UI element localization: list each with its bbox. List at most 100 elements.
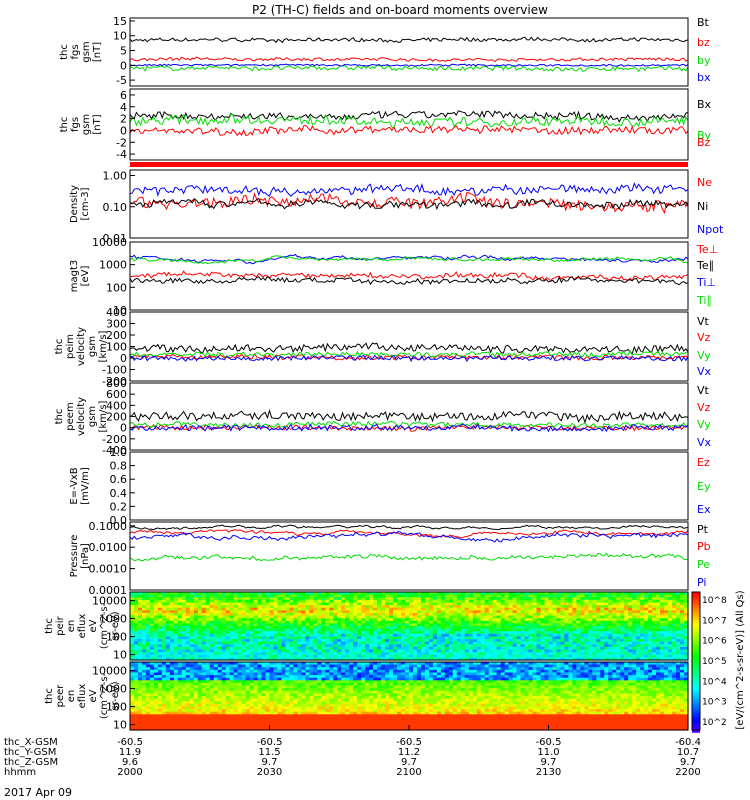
spectrogram-cell <box>584 631 589 635</box>
spectrogram-cell <box>305 722 310 726</box>
spectrogram-cell <box>181 620 187 624</box>
spectrogram-cell <box>432 654 438 658</box>
spectrogram-cell <box>197 675 203 679</box>
spectrogram-cell <box>149 693 155 697</box>
spectrogram-cell <box>417 599 422 603</box>
spectrogram-cell <box>225 714 231 718</box>
spectrogram-cell <box>580 631 585 635</box>
spectrogram-cell <box>632 599 637 603</box>
spectrogram-cell <box>273 696 279 700</box>
spectrogram-cell <box>309 677 314 681</box>
spectrogram-cell <box>476 646 482 651</box>
spectrogram-cell <box>432 599 438 603</box>
spectrogram-cell <box>225 701 231 705</box>
spectrogram-cell <box>209 620 215 624</box>
spectrogram-cell <box>253 667 259 671</box>
spectrogram-cell <box>572 654 577 658</box>
spectrogram-cell <box>409 654 414 658</box>
spectrogram-cell <box>165 680 171 684</box>
spectrogram-cell <box>365 610 370 614</box>
spectrogram-cell <box>273 672 279 676</box>
spectrogram-cell <box>644 612 649 617</box>
spectrogram-cell <box>257 672 263 676</box>
spectrogram-cell <box>265 639 271 643</box>
spectrogram-cell <box>500 615 506 619</box>
spectrogram-cell <box>305 626 310 630</box>
spectrogram-cell <box>656 636 661 640</box>
spectrogram-cell <box>508 644 514 648</box>
y-tick-label: 10 <box>113 30 127 43</box>
spectrogram-cell <box>277 716 283 721</box>
spectrogram-cell <box>440 646 446 651</box>
y-tick-label: 200 <box>106 329 127 342</box>
spectrogram-cell <box>142 701 147 705</box>
spectrogram-cell <box>173 711 179 715</box>
spectrogram-cell <box>448 599 454 603</box>
spectrogram-cell <box>608 644 613 648</box>
spectrogram-cell <box>289 605 294 609</box>
spectrogram-cell <box>317 631 322 635</box>
spectrogram-cell <box>265 649 271 653</box>
spectrogram-cell <box>664 652 669 656</box>
spectrogram-cell <box>456 644 462 648</box>
spectrogram-cell <box>484 649 490 653</box>
spectrogram-cell <box>432 628 438 632</box>
spectrogram-cell <box>173 615 179 619</box>
spectrogram-cell <box>253 662 259 666</box>
spectrogram-cell <box>444 597 450 601</box>
spectrogram-cell <box>249 618 255 622</box>
spectrogram-cell <box>157 675 163 679</box>
spectrogram-cell <box>273 620 279 624</box>
spectrogram-cell <box>269 724 275 728</box>
y-tick-label: 300 <box>106 318 127 331</box>
spectrogram-cell <box>221 628 227 632</box>
spectrogram-cell <box>161 685 167 689</box>
spectrogram-cell <box>365 652 370 656</box>
spectrogram-cell <box>177 706 183 710</box>
spectrogram-cell <box>177 607 183 611</box>
spectrogram-cell <box>592 639 597 643</box>
spectrogram-cell <box>337 612 342 617</box>
spectrogram-cell <box>397 628 402 632</box>
spectrogram-cell <box>472 597 478 601</box>
legend-Bz: Bz <box>697 136 711 149</box>
spectrogram-cell <box>269 612 275 617</box>
spectrogram-cell <box>293 701 298 705</box>
spectrogram-cell <box>289 685 294 689</box>
spectrogram-cell <box>520 605 526 609</box>
spectrogram-cell <box>165 709 171 713</box>
spectrogram-cell <box>476 626 482 630</box>
spectrogram-cell <box>285 639 290 643</box>
spectrogram-cell <box>476 620 482 624</box>
spectrogram-cell <box>584 654 589 658</box>
spectrogram-cell <box>225 706 231 710</box>
spectrogram-cell <box>173 724 179 728</box>
spectrogram-cell <box>249 623 255 627</box>
spectrogram-cell <box>305 633 310 637</box>
spectrogram-cell <box>293 727 298 731</box>
spectrogram-cell <box>672 636 677 640</box>
spectrogram-cell <box>556 618 562 622</box>
spectrogram-cell <box>309 657 314 661</box>
spectrogram-cell <box>668 597 673 601</box>
spectrogram-cell <box>389 594 394 598</box>
spectrogram-cell <box>269 682 275 687</box>
spectrogram-cell <box>325 623 330 627</box>
spectrogram-cell <box>301 722 306 726</box>
y-tick-label: 1000 <box>99 259 127 272</box>
spectrogram-cell <box>225 639 231 643</box>
spectrogram-cell <box>277 727 283 731</box>
spectrogram-cell <box>289 696 294 700</box>
spectrogram-cell <box>401 597 406 601</box>
spectrogram-cell <box>134 631 139 635</box>
spectrogram-cell <box>393 628 398 632</box>
spectrogram-cell <box>405 612 410 617</box>
spectrogram-cell <box>305 719 310 723</box>
spectrogram-cell <box>189 633 195 637</box>
spectrogram-cell <box>225 724 231 728</box>
spectrogram-cell <box>237 690 243 694</box>
spectrogram-cell <box>432 612 438 617</box>
spectrogram-cell <box>680 633 685 637</box>
spectrogram-cell <box>576 610 581 614</box>
spectrogram-cell <box>440 649 446 653</box>
